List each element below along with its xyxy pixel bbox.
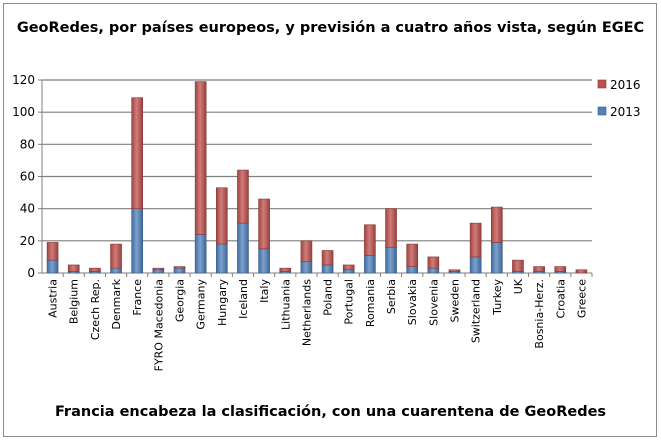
bar-2016-romania xyxy=(364,224,376,256)
y-tick-label: 120 xyxy=(12,73,35,87)
bar-2016-serbia xyxy=(385,208,397,248)
x-tick-label: Sweden xyxy=(449,279,462,322)
chart-caption: Francia encabeza la clasificación, con u… xyxy=(54,404,607,420)
x-tick-label: Hungary xyxy=(216,279,229,326)
bar-2016-denmark xyxy=(110,243,122,269)
bar-2013-denmark xyxy=(110,267,122,274)
x-tick-label: Switzerland xyxy=(470,279,483,343)
x-tick-label: Greece xyxy=(575,279,588,318)
bar-2016-greece xyxy=(575,269,588,274)
legend-label-2013: 2013 xyxy=(610,105,641,119)
bar-2016-georgia xyxy=(173,266,186,269)
bar-2016-poland xyxy=(321,250,334,266)
bar-2016-uk xyxy=(512,259,524,272)
x-tick-label: FYRO Macedonia xyxy=(152,279,165,371)
y-tick-label: 80 xyxy=(20,137,35,151)
bar-2016-belgium xyxy=(67,264,80,272)
bar-2013-france xyxy=(131,208,143,274)
bar-2013-slovenia xyxy=(427,267,440,274)
x-tick-label: Denmark xyxy=(110,278,123,329)
bar-2013-iceland xyxy=(237,222,249,274)
bar-2016-slovenia xyxy=(427,256,440,269)
x-tick-label: Croatia xyxy=(554,279,567,319)
bar-2016-czech-rep- xyxy=(89,267,101,272)
bar-2016-fyro-macedonia xyxy=(152,267,165,271)
bar-2016-france xyxy=(131,97,143,209)
x-tick-label: Iceland xyxy=(237,279,250,319)
legend-label-2016: 2016 xyxy=(610,78,641,92)
bar-2016-austria xyxy=(46,242,59,261)
bar-2013-serbia xyxy=(385,246,397,274)
y-tick-label: 0 xyxy=(27,266,35,280)
x-tick-label: Poland xyxy=(322,279,335,316)
y-tick-label: 20 xyxy=(20,234,35,248)
bar-2016-italy xyxy=(258,198,270,250)
bar-2013-portugal xyxy=(342,269,355,274)
bar-2016-slovakia xyxy=(406,243,418,267)
y-tick-label: 40 xyxy=(20,202,35,216)
x-tick-label: UK xyxy=(512,278,525,294)
bar-2016-netherlands xyxy=(300,240,313,263)
x-tick-label: Slovakia xyxy=(406,279,419,325)
bar-2016-turkey xyxy=(491,206,503,243)
bar-2013-switzerland xyxy=(469,256,482,274)
x-tick-label: Germany xyxy=(195,279,208,330)
x-tick-label: Czech Rep. xyxy=(89,279,102,340)
bar-2016-portugal xyxy=(342,264,355,271)
chart-frame xyxy=(3,3,657,437)
bar-2013-turkey xyxy=(491,242,503,274)
bar-2016-iceland xyxy=(237,169,249,224)
legend-swatch-2016 xyxy=(597,79,607,89)
x-tick-label: Lithuania xyxy=(279,279,292,330)
x-tick-label: Georgia xyxy=(174,279,187,322)
bar-2013-romania xyxy=(364,255,376,274)
x-tick-label: Romania xyxy=(364,279,377,327)
x-tick-label: Austria xyxy=(47,279,60,318)
bar-2016-bosnia-herz- xyxy=(533,266,545,272)
y-tick-label: 60 xyxy=(20,170,35,184)
x-tick-label: Portugal xyxy=(343,279,356,325)
legend-swatch-2013 xyxy=(597,106,607,116)
bar-2016-hungary xyxy=(216,187,228,245)
bar-2013-italy xyxy=(258,248,270,274)
bar-2013-germany xyxy=(194,234,207,274)
x-tick-label: Turkey xyxy=(491,279,504,316)
x-tick-label: Slovenia xyxy=(427,279,440,326)
x-tick-label: Netherlands xyxy=(300,279,313,346)
x-tick-label: Belgium xyxy=(68,279,81,324)
bar-2013-hungary xyxy=(216,243,228,274)
bar-2016-croatia xyxy=(554,266,567,272)
bar-2013-austria xyxy=(46,259,59,274)
y-tick-label: 100 xyxy=(12,105,35,119)
x-tick-label: Italy xyxy=(258,279,271,303)
bar-2016-germany xyxy=(194,81,207,235)
bar-2016-switzerland xyxy=(469,222,482,258)
x-tick-label: France xyxy=(131,279,144,316)
bar-2013-georgia xyxy=(173,267,186,274)
bar-2013-poland xyxy=(321,264,334,274)
bar-2013-netherlands xyxy=(300,261,313,274)
bar-2013-fyro-macedonia xyxy=(152,269,165,274)
bar-2013-slovakia xyxy=(406,266,418,274)
bar-2016-sweden xyxy=(448,269,461,272)
x-tick-label: Bosnia-Herz. xyxy=(533,279,546,349)
chart-title: GeoRedes, por países europeos, y previsi… xyxy=(16,20,645,36)
bar-2016-lithuania xyxy=(279,267,292,272)
x-tick-label: Serbia xyxy=(385,279,398,314)
